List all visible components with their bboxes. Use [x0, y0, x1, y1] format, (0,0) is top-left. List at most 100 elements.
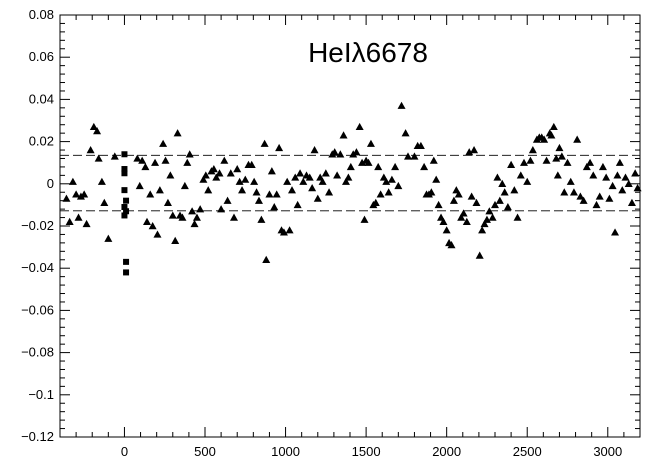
triangle-point [376, 190, 385, 198]
triangle-point [151, 158, 160, 166]
triangle-point [238, 186, 247, 194]
triangle-point [65, 217, 74, 225]
triangle-point [573, 135, 582, 143]
triangle-point [475, 251, 484, 259]
triangle-point [325, 188, 334, 196]
triangle-point [457, 213, 466, 221]
triangle-point [397, 101, 406, 109]
triangle-point [404, 152, 412, 160]
triangle-point [341, 177, 350, 185]
triangle-point [166, 171, 175, 179]
triangle-point [180, 181, 189, 190]
x-tick-label: 1500 [352, 444, 381, 459]
triangle-point [500, 188, 509, 196]
triangle-point [427, 188, 436, 196]
triangle-point [215, 169, 224, 177]
triangle-point [223, 196, 232, 204]
triangle-point [141, 162, 150, 171]
triangle-point [391, 162, 400, 171]
triangle-point [366, 139, 375, 147]
triangle-point [199, 175, 208, 183]
triangle-point [557, 152, 566, 160]
triangle-point [321, 169, 330, 177]
triangle-point [265, 190, 274, 198]
triangle-point [257, 215, 266, 223]
triangle-point [94, 154, 103, 162]
triangle-point [528, 146, 537, 154]
triangle-point [262, 255, 271, 263]
reference-lines [60, 154, 640, 212]
triangle-point [410, 152, 419, 160]
x-tick-label: 1000 [271, 444, 300, 459]
triangle-point [288, 186, 296, 194]
triangle-point [173, 129, 182, 137]
triangle-point [493, 173, 502, 181]
triangle-point [516, 171, 525, 179]
triangle-point [330, 148, 339, 156]
triangle-point [241, 175, 250, 183]
triangle-point [196, 205, 205, 213]
triangle-point [498, 179, 507, 187]
square-point [121, 187, 128, 194]
triangle-point [97, 177, 106, 185]
triangle-point [513, 213, 522, 221]
triangle-point [183, 158, 192, 166]
triangle-point [226, 169, 235, 177]
triangle-point [627, 198, 636, 206]
triangle-point [339, 131, 348, 139]
triangle-point [62, 194, 71, 202]
triangle-point [364, 158, 373, 166]
triangle-point [621, 173, 630, 181]
triangle-point [293, 200, 302, 209]
triangle-point [72, 190, 81, 198]
triangle-point [462, 217, 471, 225]
triangle-point [355, 122, 364, 131]
x-tick-label: 0 [121, 444, 128, 459]
triangle-point [482, 215, 491, 223]
triangle-point [148, 222, 157, 230]
triangle-point [104, 234, 113, 242]
triangle-point [233, 165, 242, 173]
triangle-point [449, 196, 458, 204]
triangle-point [159, 139, 168, 147]
triangle-point [503, 203, 512, 211]
triangle-point [283, 177, 292, 185]
triangle-point [439, 217, 448, 225]
triangle-point [260, 139, 269, 147]
triangle-point [547, 131, 556, 139]
triangle-point [100, 198, 109, 206]
y-tick-label: −0.08 [21, 345, 54, 360]
x-tick-label: 500 [194, 444, 216, 459]
x-tick-label: 2500 [513, 444, 542, 459]
triangle-point [586, 158, 595, 166]
triangle-point [387, 175, 396, 183]
triangle-point [470, 146, 479, 154]
triangle-point [611, 228, 620, 236]
y-tick-label: 0.08 [29, 7, 54, 22]
triangle-point [602, 173, 611, 181]
x-tick-label: 3000 [593, 444, 622, 459]
triangle-point [465, 148, 474, 156]
y-tick-label: −0.04 [21, 260, 54, 275]
triangle-point [478, 226, 487, 234]
tick-labels: −0.12 −0.1 −0.08 −0.06 −0.04 −0.02 0 0.02 0.04 0.… [21, 7, 622, 459]
triangle-point [401, 129, 410, 137]
triangle-point [171, 236, 180, 244]
triangle-point [254, 196, 263, 204]
square-point [121, 204, 128, 211]
triangle-point [394, 181, 403, 190]
triangle-point [352, 148, 361, 156]
triangle-point [631, 169, 640, 177]
triangle-point [346, 162, 355, 171]
triangle-point [520, 158, 528, 166]
triangle-point [76, 192, 85, 200]
triangle-point [185, 150, 194, 158]
triangle-point [86, 146, 95, 154]
y-tick-label: −0.06 [21, 302, 54, 317]
triangle-point [153, 230, 162, 238]
triangle-point [89, 122, 98, 131]
triangle-point [135, 181, 144, 190]
triangle-point [82, 219, 91, 228]
triangle-point [605, 194, 614, 202]
triangle-point [204, 186, 213, 194]
